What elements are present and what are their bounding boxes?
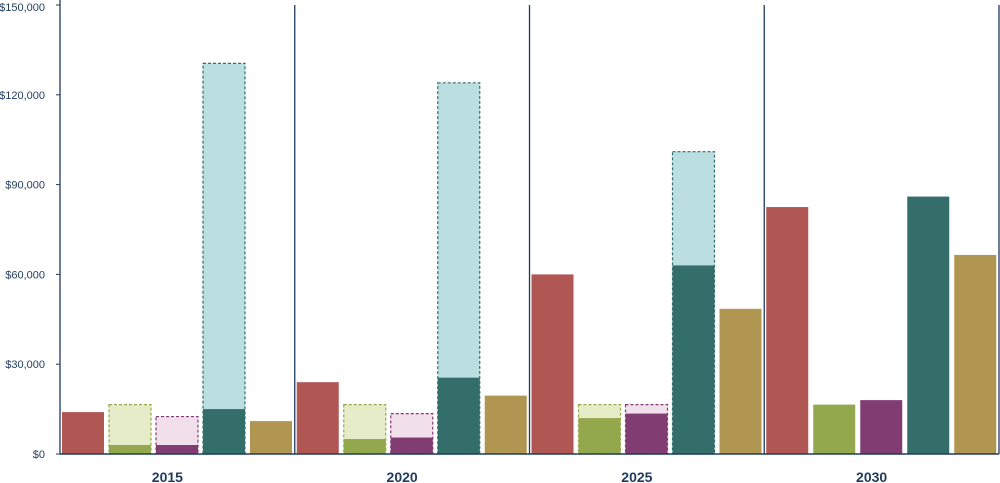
projection-ghost-bars	[108, 62, 716, 455]
y-tick-label: $120,000	[0, 90, 45, 102]
bar-2025-s4	[672, 265, 715, 454]
bar-2030-s3	[860, 400, 903, 454]
ghost-bar-2015-s4	[202, 62, 246, 455]
x-tick-label: 2025	[621, 469, 652, 483]
bars	[62, 196, 997, 454]
y-tick-label: $90,000	[5, 180, 45, 192]
tick-labels: $0 $30,000 $60,000 $90,000 $120,000 $150,000 2…	[0, 2, 887, 483]
bar-2030-s2	[813, 404, 856, 454]
bar-2030-s1	[766, 207, 809, 454]
y-tick-label: $0	[33, 449, 45, 461]
bar-2025-s1	[531, 274, 574, 454]
bar-2025-s3	[625, 413, 668, 454]
x-tick-label: 2015	[152, 469, 183, 483]
x-tick-label: 2030	[856, 469, 887, 483]
bar-2020-s1	[296, 382, 339, 454]
y-tick-label: $150,000	[0, 2, 45, 14]
bar-2015-s4	[203, 409, 245, 454]
bar-2015-s2	[109, 445, 151, 454]
bar-2015-s5	[250, 421, 292, 454]
bar-2020-s3	[390, 437, 433, 454]
bar-2025-s2	[578, 418, 621, 454]
bar-2015-s3	[156, 445, 198, 454]
axes	[56, 0, 1000, 455]
y-tick-label: $60,000	[5, 269, 45, 281]
bar-2020-s5	[484, 395, 527, 454]
bar-2030-s5	[954, 254, 997, 454]
bar-2020-s2	[343, 439, 386, 454]
bar-2020-s4	[437, 377, 480, 454]
x-tick-label: 2020	[387, 469, 418, 483]
bar-2025-s5	[719, 308, 762, 454]
bar-2015-s1	[62, 412, 104, 454]
y-tick-label: $30,000	[5, 359, 45, 371]
bar-2030-s4	[907, 196, 950, 454]
